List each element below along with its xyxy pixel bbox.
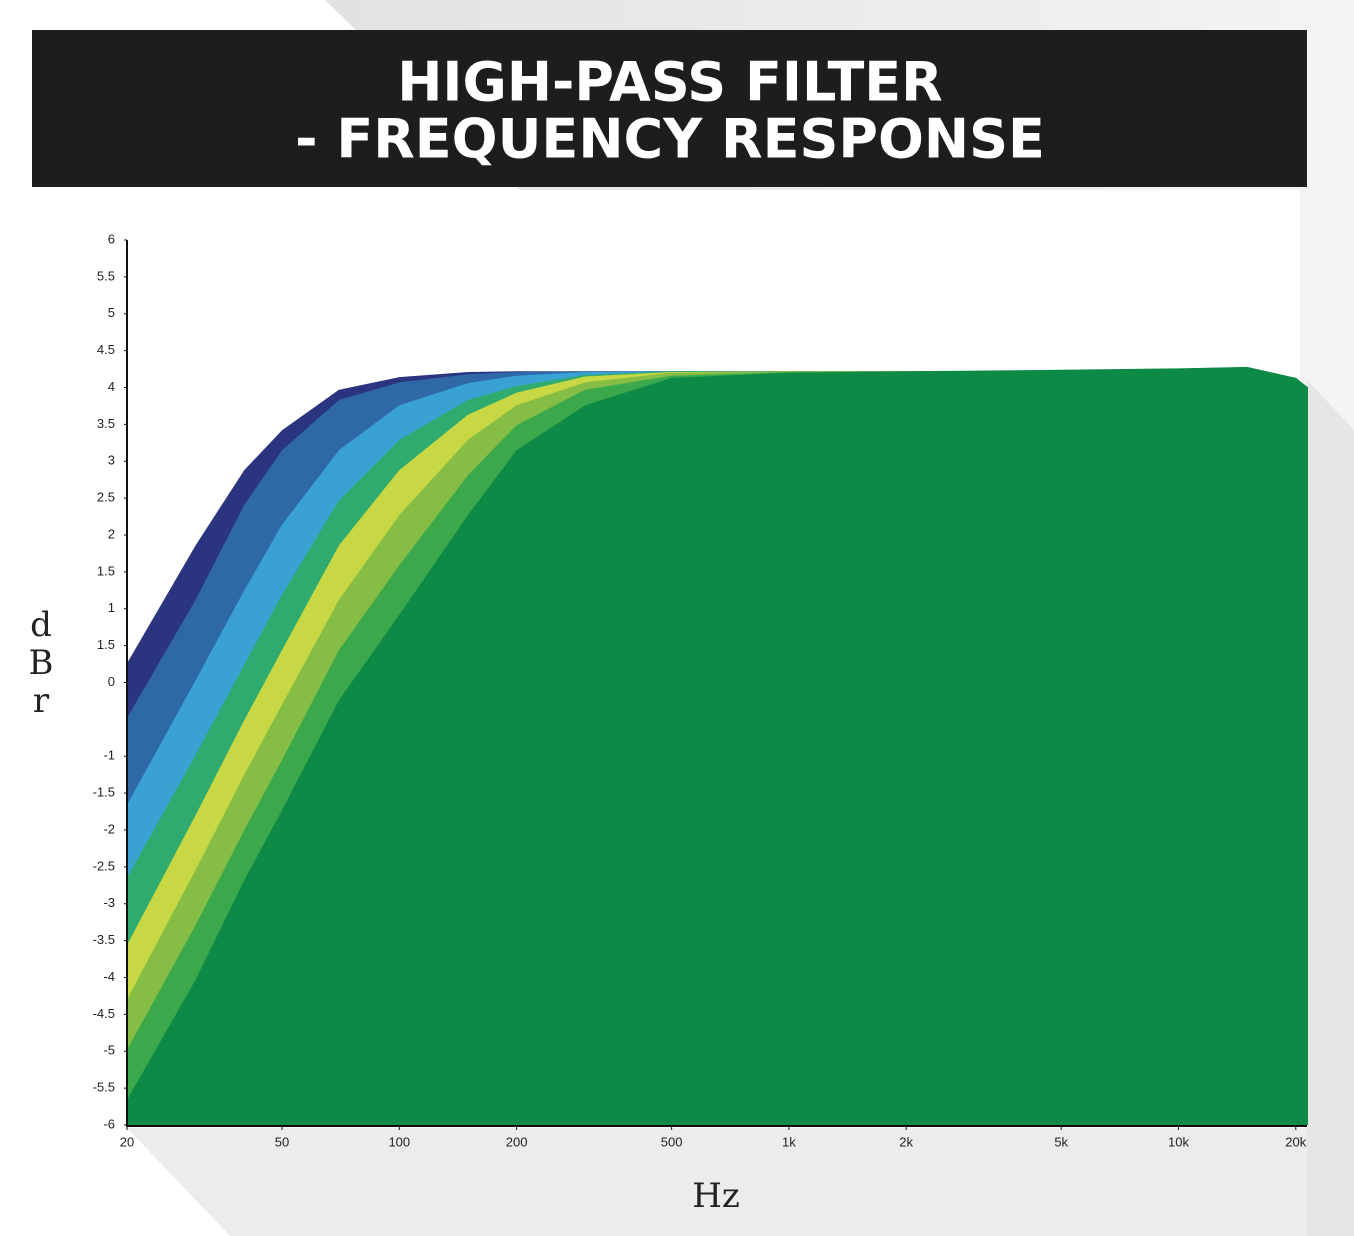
- y-tick-label: 2.5: [97, 490, 115, 505]
- y-tick-label: 5.5: [97, 268, 115, 283]
- x-tick-label: 1k: [782, 1134, 796, 1149]
- y-tick-label: -1: [103, 748, 115, 763]
- x-tick-label: 20: [120, 1134, 134, 1149]
- x-tick-label: 200: [506, 1134, 528, 1149]
- y-tick-label: 4: [108, 379, 115, 394]
- y-tick-label: 1.5: [97, 637, 115, 652]
- background-shadow: [127, 1128, 1307, 1236]
- x-tick-label: 500: [661, 1134, 683, 1149]
- y-tick-label: 0: [108, 674, 115, 689]
- x-tick-label: 20k: [1285, 1134, 1306, 1149]
- x-tick-label: 5k: [1054, 1134, 1068, 1149]
- y-tick-label: 6: [108, 231, 115, 246]
- y-tick-label: -4.5: [93, 1006, 115, 1021]
- x-tick-label: 2k: [899, 1134, 913, 1149]
- y-tick-label: -6: [103, 1116, 115, 1131]
- y-tick-label: -3: [103, 895, 115, 910]
- y-tick-label: -2: [103, 821, 115, 836]
- chart-title: HIGH-PASS FILTER: [397, 51, 943, 114]
- y-tick-label: -2.5: [93, 858, 115, 873]
- x-axis-title: Hz: [692, 1176, 740, 1216]
- y-tick-label: -3.5: [93, 932, 115, 947]
- y-tick-label: 2: [108, 526, 115, 541]
- y-tick-label: 3.5: [97, 416, 115, 431]
- y-tick-label: 1.5: [97, 563, 115, 578]
- x-tick-label: 10k: [1168, 1134, 1189, 1149]
- y-tick-label: 5: [108, 305, 115, 320]
- y-tick-label: 3: [108, 453, 115, 468]
- plot-area: [127, 366, 1308, 1126]
- area: [127, 366, 1308, 1126]
- title-bar: [32, 30, 1307, 187]
- background-shadow: [1307, 380, 1354, 1236]
- y-tick-label: -5.5: [93, 1080, 115, 1095]
- y-tick-label: 4.5: [97, 342, 115, 357]
- y-tick-label: 1: [108, 600, 115, 615]
- chart-title: - FREQUENCY RESPONSE: [295, 108, 1045, 171]
- x-tick-label: 100: [388, 1134, 410, 1149]
- y-axis-title: dBr: [28, 605, 54, 721]
- y-tick-label: -4: [103, 969, 115, 984]
- y-tick-label: -5: [103, 1043, 115, 1058]
- x-tick-label: 50: [275, 1134, 289, 1149]
- y-tick-label: -1.5: [93, 785, 115, 800]
